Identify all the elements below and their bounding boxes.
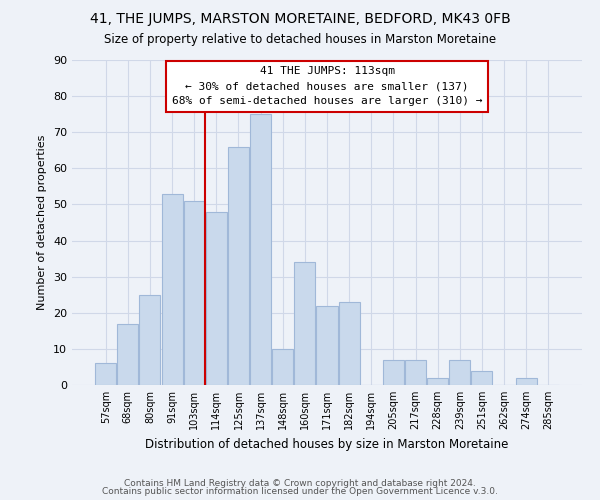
Text: Size of property relative to detached houses in Marston Moretaine: Size of property relative to detached ho…	[104, 32, 496, 46]
Bar	[405, 360, 426, 385]
Text: Contains public sector information licensed under the Open Government Licence v.: Contains public sector information licen…	[102, 487, 498, 496]
Bar	[118, 324, 139, 385]
Bar	[295, 262, 316, 385]
Bar	[338, 302, 359, 385]
Text: 41 THE JUMPS: 113sqm
← 30% of detached houses are smaller (137)
68% of semi-deta: 41 THE JUMPS: 113sqm ← 30% of detached h…	[172, 66, 482, 106]
Text: Contains HM Land Registry data © Crown copyright and database right 2024.: Contains HM Land Registry data © Crown c…	[124, 478, 476, 488]
Bar	[250, 114, 271, 385]
Bar	[272, 349, 293, 385]
Bar	[316, 306, 338, 385]
Bar	[228, 146, 249, 385]
Y-axis label: Number of detached properties: Number of detached properties	[37, 135, 47, 310]
Bar	[383, 360, 404, 385]
Bar	[515, 378, 536, 385]
Bar	[139, 294, 160, 385]
Bar	[206, 212, 227, 385]
Bar	[95, 364, 116, 385]
X-axis label: Distribution of detached houses by size in Marston Moretaine: Distribution of detached houses by size …	[145, 438, 509, 450]
Bar	[449, 360, 470, 385]
Bar	[472, 370, 493, 385]
Text: 41, THE JUMPS, MARSTON MORETAINE, BEDFORD, MK43 0FB: 41, THE JUMPS, MARSTON MORETAINE, BEDFOR…	[89, 12, 511, 26]
Bar	[161, 194, 182, 385]
Bar	[184, 201, 205, 385]
Bar	[427, 378, 448, 385]
